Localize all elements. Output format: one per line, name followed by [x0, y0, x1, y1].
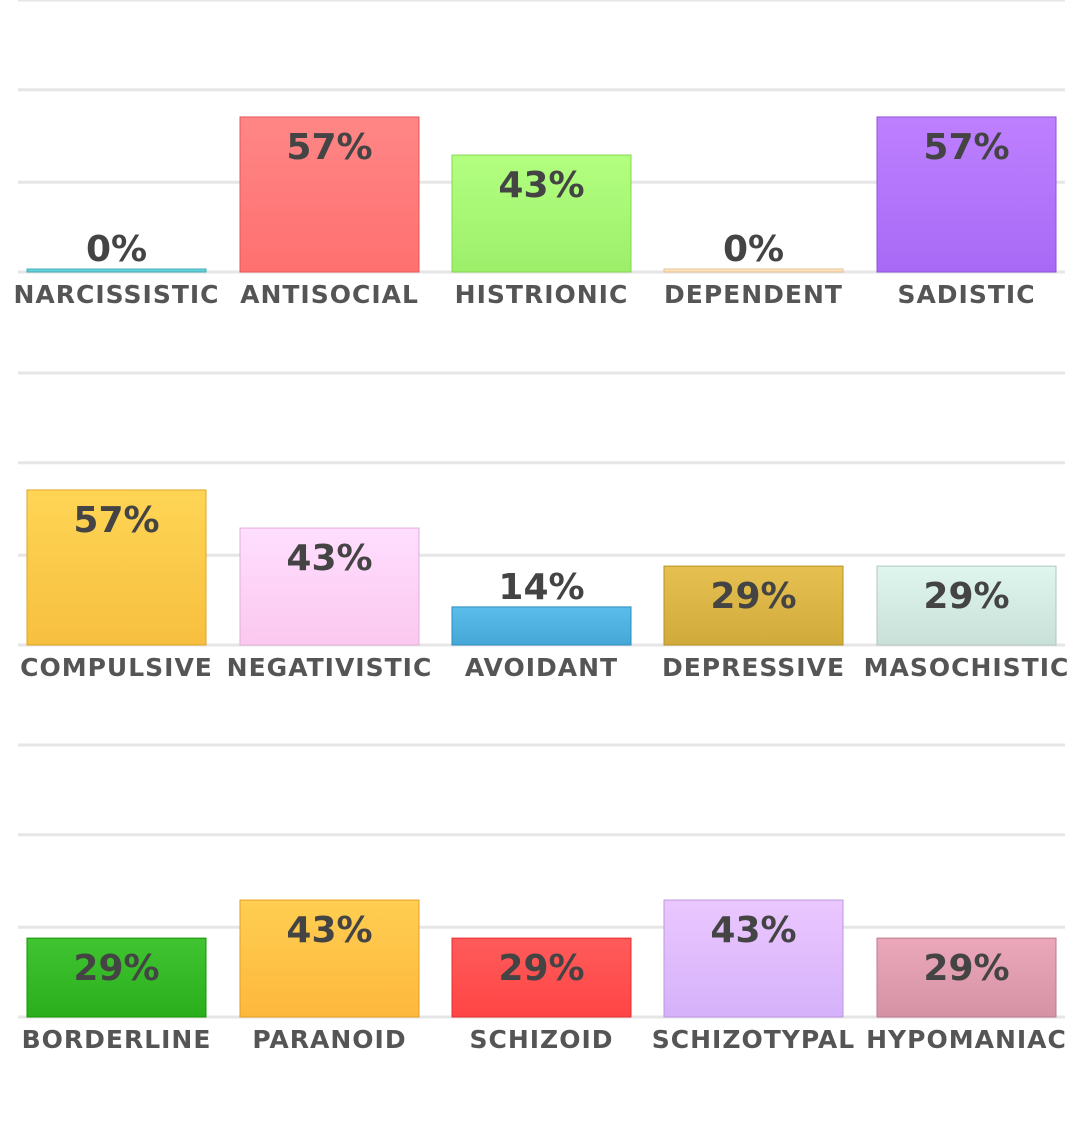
bar-depressive	[663, 565, 844, 646]
chart-panel-1: 0% NARCISSISTIC 57% ANTISOCIAL 43% HISTRIONIC…	[13, 0, 1065, 309]
category-label: MASOCHISTIC	[864, 653, 1070, 682]
category-label: HISTRIONIC	[455, 280, 629, 309]
value-label: 29%	[923, 948, 1009, 989]
bar-narcissistic	[26, 268, 207, 273]
bar-schizotypal	[663, 899, 844, 1018]
bar-antisocial	[239, 116, 420, 273]
category-label: SCHIZOTYPAL	[652, 1025, 855, 1054]
category-label: DEPENDENT	[664, 280, 843, 309]
value-label: 29%	[73, 948, 159, 989]
bar-negativistic	[239, 527, 420, 646]
value-label: 14%	[498, 567, 584, 608]
category-label: ANTISOCIAL	[240, 280, 419, 309]
category-label: BORDERLINE	[22, 1025, 212, 1054]
category-label: SADISTIC	[897, 280, 1035, 309]
value-label: 43%	[710, 910, 796, 951]
category-label: HYPOMANIAC	[866, 1025, 1067, 1054]
chart-panel-3: 29% BORDERLINE 43% PARANOID 29% SCHIZOID 43% SC…	[18, 743, 1067, 1054]
value-label: 57%	[923, 127, 1009, 168]
category-label: NARCISSISTIC	[13, 280, 219, 309]
bar-sadistic	[876, 116, 1057, 273]
bar-schizoid	[451, 937, 632, 1018]
category-label: AVOIDANT	[465, 653, 618, 682]
bar-compulsive	[26, 489, 207, 646]
value-label: 29%	[710, 576, 796, 617]
value-label: 29%	[498, 948, 584, 989]
category-label: DEPRESSIVE	[662, 653, 845, 682]
bar-paranoid	[239, 899, 420, 1018]
bar-avoidant	[451, 606, 632, 646]
value-label: 29%	[923, 576, 1009, 617]
value-label: 43%	[498, 165, 584, 206]
value-label: 43%	[286, 538, 372, 579]
bar-hypomaniac	[876, 937, 1057, 1018]
category-label: SCHIZOID	[469, 1025, 613, 1054]
category-label: NEGATIVISTIC	[227, 653, 433, 682]
chart-panel-2: 57% COMPULSIVE 43% NEGATIVISTIC 14% AVOIDANT 2…	[18, 371, 1070, 682]
bar-dependent	[663, 268, 844, 273]
value-label: 43%	[286, 910, 372, 951]
bar-masochistic	[876, 565, 1057, 646]
bar-borderline	[26, 937, 207, 1018]
value-label: 57%	[286, 127, 372, 168]
value-label: 57%	[73, 500, 159, 541]
bar-histrionic	[451, 154, 632, 273]
category-label: PARANOID	[252, 1025, 406, 1054]
value-label: 0%	[86, 229, 147, 270]
value-label: 0%	[723, 229, 784, 270]
category-label: COMPULSIVE	[20, 653, 213, 682]
